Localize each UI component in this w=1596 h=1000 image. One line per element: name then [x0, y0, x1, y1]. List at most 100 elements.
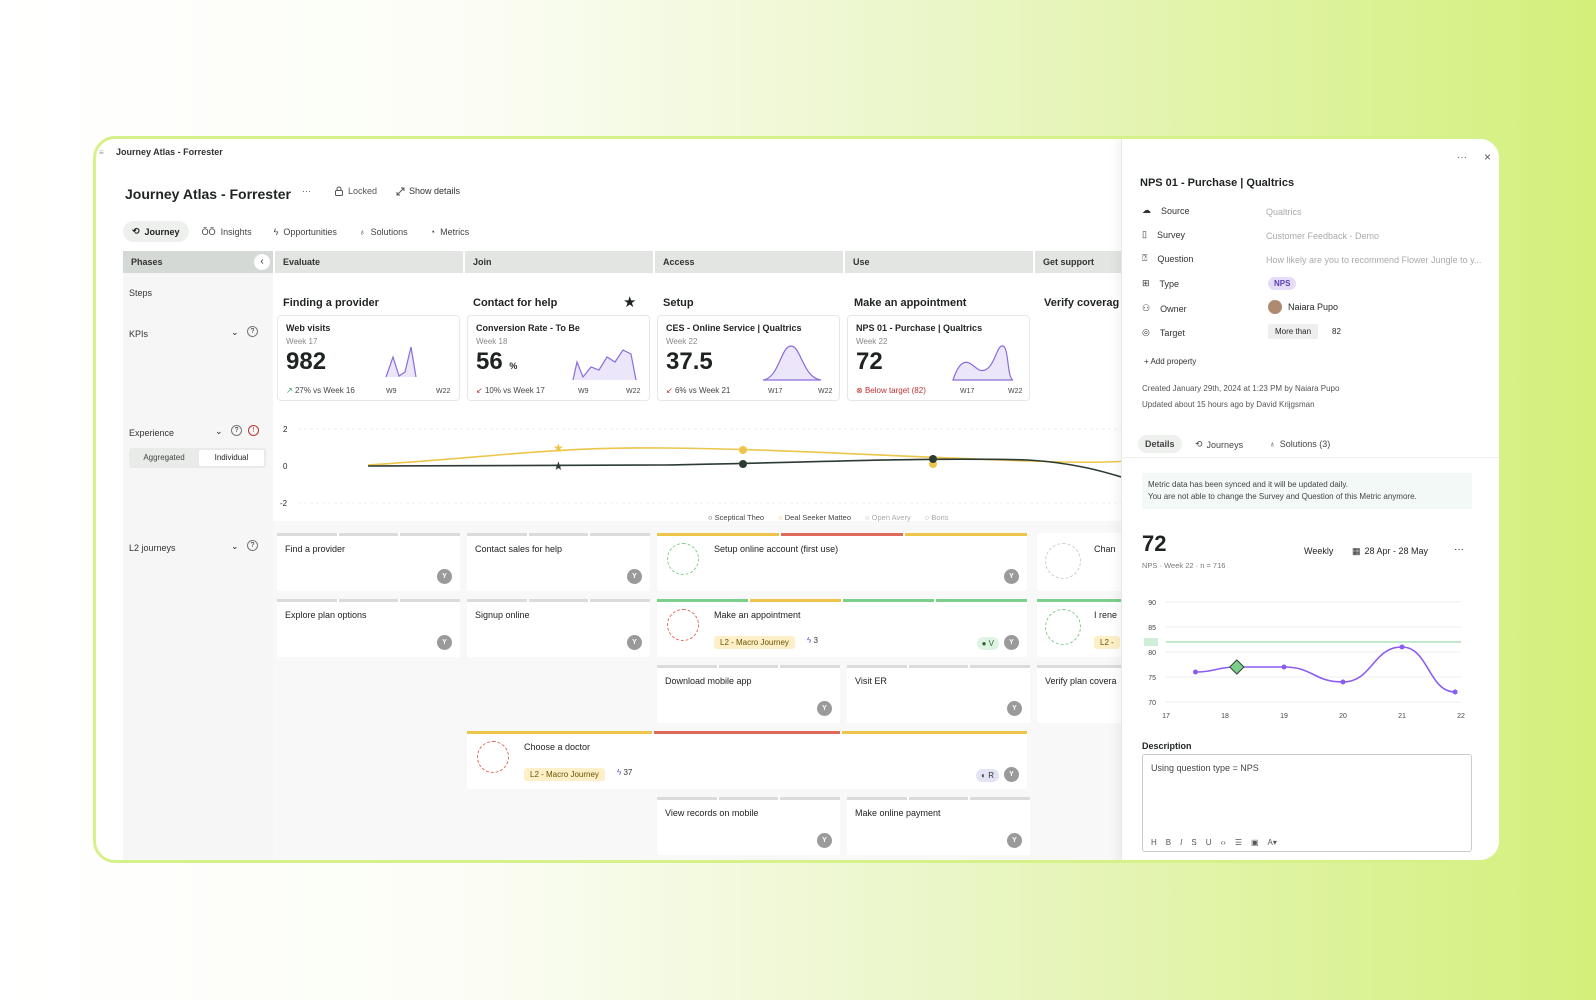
step-5[interactable]: Verify coverag: [1044, 297, 1120, 309]
y-tick-label: 75: [1148, 675, 1156, 682]
bold-icon[interactable]: B: [1165, 838, 1172, 847]
progress-ring: [667, 543, 699, 575]
l2-journeys-label: L2 journeys: [129, 543, 176, 553]
heading-icon[interactable]: H: [1151, 838, 1157, 847]
lock-icon: [335, 186, 343, 196]
show-details-button[interactable]: Show details: [396, 186, 460, 196]
legend-item[interactable]: ○ Sceptical Theo: [708, 513, 765, 522]
journey-card[interactable]: Make an appointment L2 - Macro Journey ϟ…: [657, 599, 1027, 657]
date-range-picker[interactable]: ▦ 28 Apr - 28 May: [1352, 546, 1429, 556]
target-operator[interactable]: More than: [1268, 324, 1319, 339]
target-value[interactable]: 82: [1332, 327, 1341, 336]
add-property-button[interactable]: + Add property: [1144, 357, 1197, 366]
help-icon[interactable]: ?: [247, 540, 258, 551]
avatar: Y: [437, 569, 452, 584]
journey-card[interactable]: Choose a doctor L2 - Macro Journey ϟ 37 …: [467, 731, 1027, 789]
help-icon[interactable]: ?: [247, 326, 258, 337]
journey-card[interactable]: Setup online account (first use) Y: [657, 533, 1027, 591]
macro-journey-tag[interactable]: L2 - Macro Journey: [714, 636, 795, 649]
tab-solutions[interactable]: ♁ Solutions (3): [1269, 439, 1331, 449]
journey-card[interactable]: Download mobile app Y: [657, 665, 841, 723]
tab-journey[interactable]: ⟲ Journey: [123, 221, 189, 242]
more-button[interactable]: ···: [302, 186, 311, 196]
description-label: Description: [1142, 741, 1192, 751]
kpis-label: KPIs: [129, 329, 149, 339]
tab-journeys[interactable]: ⟲ Journeys: [1195, 439, 1244, 450]
underline-icon[interactable]: U: [1205, 838, 1212, 847]
kpi-card[interactable]: Web visits Week 17 982 ↗ 27% vs Week 16 …: [277, 315, 460, 401]
question-icon: ⍰: [1142, 253, 1148, 263]
check-icon: ●: [981, 639, 987, 648]
journey-card[interactable]: Make online payment Y: [847, 797, 1031, 855]
document-icon: ▯: [1142, 229, 1147, 239]
chevron-down-icon[interactable]: ⌄: [231, 327, 239, 337]
avatar: Y: [627, 635, 642, 650]
metric-subtitle: NPS · Week 22 · n = 716: [1142, 561, 1226, 570]
journey-card[interactable]: Find a provider Y: [277, 533, 461, 591]
sparkline: [762, 345, 822, 381]
experience-legend: ○ Sceptical Theo ○ Deal Seeker Matteo ○ …: [708, 513, 948, 522]
legend-item[interactable]: ○ Deal Seeker Matteo: [778, 513, 852, 522]
avatar: Y: [437, 635, 452, 650]
tab-opportunities[interactable]: ϟ Opportunities: [273, 226, 337, 237]
aggregated-option[interactable]: Aggregated: [143, 453, 185, 462]
kpi-card[interactable]: NPS 01 - Purchase | Qualtrics Week 22 72…: [847, 315, 1030, 401]
axis-label: -2: [280, 499, 288, 508]
menu-icon[interactable]: ≡: [99, 148, 104, 157]
step-2[interactable]: Contact for help: [473, 297, 558, 309]
strike-icon[interactable]: S: [1191, 838, 1197, 847]
x-tick-label: 22: [1457, 713, 1465, 720]
journey-card[interactable]: Contact sales for help Y: [467, 533, 651, 591]
survey-value: Customer Feedback - Demo: [1266, 231, 1380, 241]
chevron-down-icon[interactable]: ⌄: [231, 541, 239, 551]
sparkline: [952, 345, 1014, 381]
type-badge[interactable]: NPS: [1268, 277, 1297, 290]
list-icon[interactable]: ☰: [1234, 838, 1242, 847]
period-select[interactable]: Weekly: [1304, 546, 1334, 556]
collapse-button[interactable]: ‹: [254, 254, 270, 270]
property-owner: ⚇ Owner: [1142, 303, 1187, 314]
text-color-icon[interactable]: A▾: [1267, 838, 1277, 847]
journey-card[interactable]: Chan: [1037, 533, 1121, 591]
chart-more-icon[interactable]: ···: [1454, 544, 1464, 555]
image-icon[interactable]: ▣: [1250, 838, 1259, 847]
locked-button[interactable]: Locked: [334, 186, 377, 196]
more-icon[interactable]: ···: [1457, 152, 1467, 163]
data-point: [1229, 659, 1245, 675]
kpi-card[interactable]: Conversion Rate - To Be Week 18 56 % ↙ 1…: [467, 315, 650, 401]
italic-icon[interactable]: I: [1180, 838, 1183, 847]
owner-value[interactable]: Naiara Pupo: [1268, 300, 1338, 314]
bolt-icon: ϟ 37: [617, 768, 633, 777]
avatar: Y: [817, 701, 832, 716]
tab-insights[interactable]: ÕÕ Insights: [201, 226, 252, 237]
experience-toggle: Aggregated Individual: [129, 448, 266, 468]
close-icon[interactable]: ×: [1483, 150, 1491, 164]
individual-option[interactable]: Individual: [199, 450, 264, 466]
journey-card[interactable]: View records on mobile Y: [657, 797, 841, 855]
description-editor[interactable]: Using question type = NPS H B I S U ‹› ☰ ▣ A▾: [1142, 754, 1472, 852]
journey-card[interactable]: Visit ER Y: [847, 665, 1031, 723]
tab-solutions[interactable]: ♁ Solutions: [358, 226, 408, 237]
x-tick-label: 21: [1398, 713, 1406, 720]
avatar: Y: [1007, 701, 1022, 716]
journey-card[interactable]: Signup online Y: [467, 599, 651, 657]
step-1[interactable]: Finding a provider: [283, 297, 379, 309]
alert-icon[interactable]: !: [248, 425, 259, 436]
star-icon[interactable]: ★: [623, 294, 637, 311]
macro-journey-tag[interactable]: L2 - Macro Journey: [524, 768, 605, 781]
journey-card[interactable]: Explore plan options Y: [277, 599, 461, 657]
tab-details[interactable]: Details: [1138, 435, 1182, 453]
journey-card[interactable]: I rene L2 -: [1037, 599, 1121, 657]
journey-card[interactable]: Verify plan covera: [1037, 665, 1121, 723]
tab-metrics[interactable]: ◔ Metrics: [429, 226, 470, 237]
code-icon[interactable]: ‹›: [1220, 838, 1226, 847]
chevron-down-icon[interactable]: ⌄: [215, 426, 223, 436]
kpi-card[interactable]: CES - Online Service | Qualtrics Week 22…: [657, 315, 840, 401]
legend-item[interactable]: ○ Open Avery: [865, 513, 911, 522]
step-4[interactable]: Make an appointment: [854, 297, 967, 309]
legend-item[interactable]: ○ Boris: [924, 513, 949, 522]
data-point: [1281, 664, 1287, 670]
status-badge: ◐ R: [976, 769, 999, 782]
step-3[interactable]: Setup: [663, 297, 694, 309]
help-icon[interactable]: ?: [231, 425, 242, 436]
